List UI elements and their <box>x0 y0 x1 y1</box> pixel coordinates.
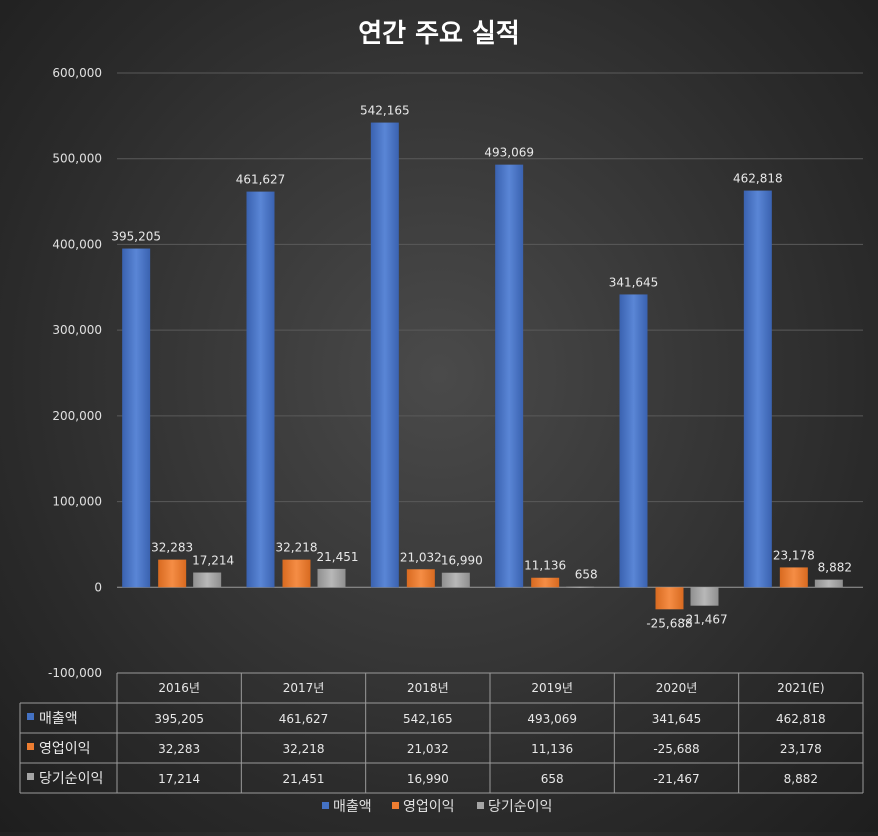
bar-영업이익 <box>531 577 560 588</box>
table-legend-key <box>27 743 34 750</box>
table-row-header: 매출액 <box>39 711 78 727</box>
legend: 매출액 영업이익 당기순이익 <box>322 799 552 815</box>
table-header-cell: 2017년 <box>283 681 325 695</box>
y-axis-ticks: -100,000 0 100,000 200,000 300,000 400,000 500… <box>48 66 102 680</box>
y-tick-label: 100,000 <box>52 495 102 509</box>
y-tick-label: 400,000 <box>52 237 102 251</box>
data-table: 2016년 2017년 2018년 2019년 2020년 2021(E) 매출액 395,2… <box>19 672 864 794</box>
data-label: 462,818 <box>733 172 783 186</box>
data-label: 16,990 <box>441 554 483 568</box>
legend-label: 당기순이익 <box>488 799 552 815</box>
bar-영업이익 <box>779 567 808 588</box>
table-cell: 395,205 <box>154 712 204 726</box>
bar-매출액 <box>122 248 151 588</box>
table-cell: 461,627 <box>279 712 329 726</box>
table-cell: 32,218 <box>283 742 325 756</box>
table-row-header: 당기순이익 <box>39 771 103 787</box>
data-label: 658 <box>575 568 598 582</box>
bar-매출액 <box>370 122 399 588</box>
bar-당기순이익 <box>566 586 595 588</box>
table-cell: 8,882 <box>784 772 818 786</box>
data-label: 461,627 <box>236 173 286 187</box>
table-header-cell: 2019년 <box>531 681 573 695</box>
table-legend-key <box>27 713 34 720</box>
table-cell: -21,467 <box>653 772 699 786</box>
bar-영업이익 <box>655 587 684 610</box>
data-label: -21,467 <box>681 613 727 627</box>
data-label: -25,688 <box>646 616 692 630</box>
data-label: 32,283 <box>151 541 193 555</box>
table-cell: 542,165 <box>403 712 453 726</box>
table-row-header: 영업이익 <box>39 741 91 757</box>
data-label: 493,069 <box>484 146 534 160</box>
data-label: 11,136 <box>524 559 566 573</box>
y-tick-label: 600,000 <box>52 66 102 80</box>
table-legend-key <box>27 773 34 780</box>
legend-key <box>322 802 329 809</box>
table-cell: 462,818 <box>776 712 826 726</box>
table-cell: 11,136 <box>531 742 573 756</box>
bar-당기순이익 <box>441 572 470 588</box>
y-tick-label: 200,000 <box>52 409 102 423</box>
data-label: 395,205 <box>111 230 161 244</box>
table-header-cell: 2018년 <box>407 681 449 695</box>
bar-영업이익 <box>282 559 311 588</box>
data-label: 21,451 <box>317 550 359 564</box>
table-cell: 17,214 <box>158 772 200 786</box>
bars <box>122 122 843 610</box>
bar-당기순이익 <box>317 568 346 588</box>
data-label: 32,218 <box>276 541 318 555</box>
table-cell: 21,451 <box>283 772 325 786</box>
gridlines <box>117 72 863 588</box>
bar-당기순이익 <box>690 587 719 606</box>
legend-label: 매출액 <box>333 799 372 815</box>
table-cell: 21,032 <box>407 742 449 756</box>
bar-당기순이익 <box>193 572 222 588</box>
bar-당기순이익 <box>814 579 843 588</box>
bar-매출액 <box>495 164 524 588</box>
data-label: 341,645 <box>609 275 659 289</box>
table-cell: 23,178 <box>780 742 822 756</box>
data-label: 542,165 <box>360 104 410 118</box>
data-labels: 395,205 461,627 542,165 493,069 341,645 462,8… <box>111 104 852 631</box>
table-header-cell: 2021(E) <box>777 681 824 695</box>
table-cell: 32,283 <box>158 742 200 756</box>
data-label: 8,882 <box>818 561 852 575</box>
table-cell: 341,645 <box>652 712 702 726</box>
table-cell: 493,069 <box>527 712 577 726</box>
bar-영업이익 <box>406 569 435 588</box>
chart-title: 연간 주요 실적 <box>358 19 520 49</box>
table-header-cell: 2020년 <box>656 681 698 695</box>
legend-key <box>477 802 484 809</box>
table-cell: 16,990 <box>407 772 449 786</box>
data-label: 21,032 <box>400 550 442 564</box>
data-label: 23,178 <box>773 548 815 562</box>
bar-영업이익 <box>158 559 187 588</box>
table-cell: 658 <box>541 772 564 786</box>
table-header-cell: 2016년 <box>158 681 200 695</box>
bar-매출액 <box>619 294 648 588</box>
y-tick-label: 0 <box>94 580 102 594</box>
bar-매출액 <box>743 190 772 588</box>
legend-key <box>392 802 399 809</box>
data-label: 17,214 <box>192 554 234 568</box>
y-tick-label: 500,000 <box>52 152 102 166</box>
y-tick-label: -100,000 <box>48 666 102 680</box>
bar-매출액 <box>246 191 275 588</box>
y-tick-label: 300,000 <box>52 323 102 337</box>
legend-label: 영업이익 <box>403 799 455 815</box>
table-cell: -25,688 <box>653 742 699 756</box>
